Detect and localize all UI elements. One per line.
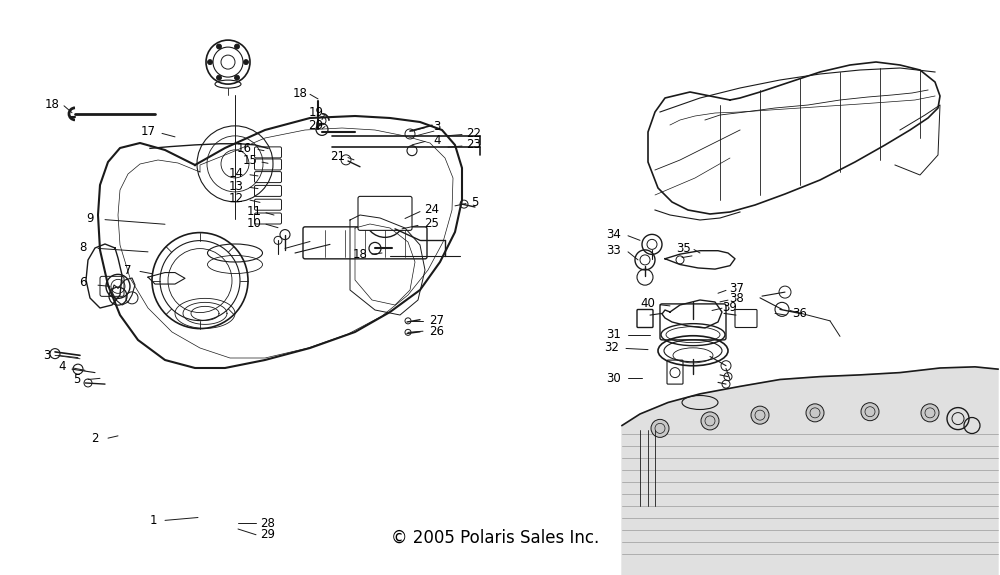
Text: 23: 23 — [467, 139, 481, 151]
Text: 21: 21 — [330, 150, 346, 163]
Text: 17: 17 — [140, 125, 156, 137]
Text: 6: 6 — [79, 277, 87, 289]
Text: 16: 16 — [237, 142, 252, 155]
Text: 34: 34 — [607, 228, 621, 241]
FancyBboxPatch shape — [358, 197, 412, 231]
Text: 5: 5 — [471, 196, 479, 209]
Text: 37: 37 — [730, 282, 744, 295]
Text: 28: 28 — [261, 517, 275, 530]
Text: 25: 25 — [425, 217, 439, 229]
Circle shape — [234, 44, 240, 49]
Text: 39: 39 — [723, 301, 737, 313]
Circle shape — [921, 404, 939, 422]
Text: 11: 11 — [246, 205, 262, 218]
Text: 18: 18 — [353, 248, 367, 260]
Text: 4: 4 — [433, 134, 441, 147]
Text: 10: 10 — [247, 217, 261, 229]
Text: 14: 14 — [228, 167, 244, 180]
Text: 3: 3 — [43, 349, 51, 362]
Text: 9: 9 — [86, 212, 94, 225]
Circle shape — [216, 44, 222, 49]
Circle shape — [861, 402, 879, 421]
Text: 15: 15 — [243, 155, 257, 167]
Text: 19: 19 — [308, 106, 324, 119]
Text: 7: 7 — [124, 264, 132, 277]
Text: 30: 30 — [607, 372, 621, 385]
Text: 5: 5 — [73, 373, 81, 386]
Circle shape — [806, 404, 824, 422]
Circle shape — [651, 419, 669, 438]
Text: 2: 2 — [91, 432, 99, 444]
Text: 8: 8 — [79, 241, 87, 254]
Text: 31: 31 — [607, 328, 621, 341]
Text: 4: 4 — [58, 361, 66, 373]
Text: 24: 24 — [424, 204, 440, 216]
Polygon shape — [622, 367, 998, 575]
Circle shape — [234, 75, 240, 80]
Text: 32: 32 — [605, 341, 619, 354]
Text: 18: 18 — [293, 87, 307, 99]
Text: 20: 20 — [309, 119, 323, 132]
Text: 26: 26 — [430, 325, 444, 338]
Text: 27: 27 — [430, 315, 444, 327]
Circle shape — [701, 412, 719, 430]
Text: © 2005 Polaris Sales Inc.: © 2005 Polaris Sales Inc. — [391, 528, 599, 547]
Circle shape — [676, 256, 684, 264]
Circle shape — [244, 60, 248, 64]
Circle shape — [216, 75, 222, 80]
Text: 35: 35 — [677, 242, 691, 255]
Text: 40: 40 — [641, 297, 655, 310]
Text: 36: 36 — [793, 307, 807, 320]
Text: 22: 22 — [466, 127, 482, 140]
Text: 13: 13 — [229, 180, 243, 193]
Circle shape — [208, 60, 212, 64]
Circle shape — [751, 406, 769, 424]
Text: 3: 3 — [433, 120, 441, 133]
Text: 29: 29 — [260, 528, 276, 541]
Text: 18: 18 — [45, 98, 59, 111]
Text: 12: 12 — [228, 193, 244, 205]
Text: 38: 38 — [730, 293, 744, 305]
Text: 1: 1 — [149, 514, 157, 527]
Text: 33: 33 — [607, 244, 621, 257]
